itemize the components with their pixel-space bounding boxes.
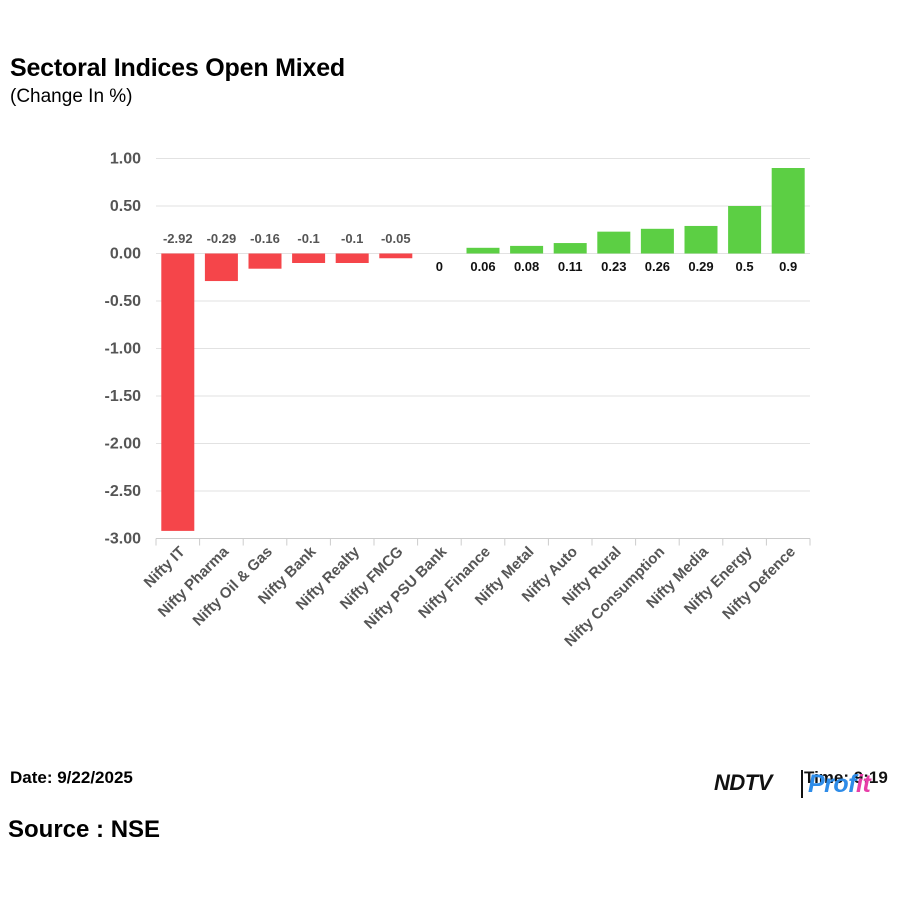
- y-tick-label: -3.00: [105, 531, 142, 548]
- data-label: -2.92: [163, 231, 193, 246]
- y-tick-label: -2.00: [105, 436, 142, 453]
- data-label: 0.11: [558, 259, 583, 274]
- source-label: Source : NSE: [8, 816, 161, 843]
- bar: [248, 253, 282, 269]
- logo-divider: [801, 770, 803, 798]
- data-label: 0.06: [470, 259, 495, 274]
- bar: [597, 231, 631, 254]
- bar: [335, 253, 369, 263]
- chart-subtitle: (Change In %): [10, 86, 133, 107]
- bar: [553, 243, 587, 254]
- data-label: 0.9: [779, 259, 797, 274]
- bar: [684, 225, 718, 254]
- data-label: 0.5: [736, 259, 754, 274]
- y-tick-label: -1.00: [105, 341, 142, 358]
- y-tick-label: 0.00: [110, 246, 141, 263]
- chart-title: Sectoral Indices Open Mixed: [10, 54, 345, 82]
- y-tick-label: -2.50: [105, 483, 142, 500]
- bar: [640, 228, 674, 254]
- data-label: -0.1: [341, 231, 363, 246]
- data-label: 0.26: [645, 259, 670, 274]
- y-tick-label: -0.50: [105, 293, 142, 310]
- bar: [466, 247, 500, 254]
- bar: [379, 253, 413, 259]
- y-tick-label: -1.50: [105, 388, 142, 405]
- y-tick-label: 1.00: [110, 151, 141, 168]
- bar: [292, 253, 326, 263]
- bar: [728, 206, 762, 254]
- data-label: 0.08: [514, 259, 539, 274]
- bar: [771, 168, 805, 254]
- data-label: -0.1: [297, 231, 319, 246]
- y-tick-label: 0.50: [110, 198, 141, 215]
- logo-profit: Profit: [808, 770, 871, 798]
- data-label: 0: [436, 259, 443, 274]
- date-label: Date: 9/22/2025: [10, 768, 133, 787]
- data-label: 0.23: [601, 259, 626, 274]
- data-label: -0.16: [250, 231, 280, 246]
- bar: [204, 253, 238, 282]
- logo-ndtv: NDTV: [714, 770, 772, 795]
- data-label: -0.05: [381, 231, 411, 246]
- data-label: -0.29: [207, 231, 237, 246]
- bar: [161, 253, 195, 531]
- data-label: 0.29: [688, 259, 713, 274]
- ndtv-profit-logo: Time: 9:19 NDTV Profit: [714, 768, 894, 802]
- bar: [510, 245, 544, 254]
- logo-overlap-text: Time: 9:19: [804, 768, 888, 787]
